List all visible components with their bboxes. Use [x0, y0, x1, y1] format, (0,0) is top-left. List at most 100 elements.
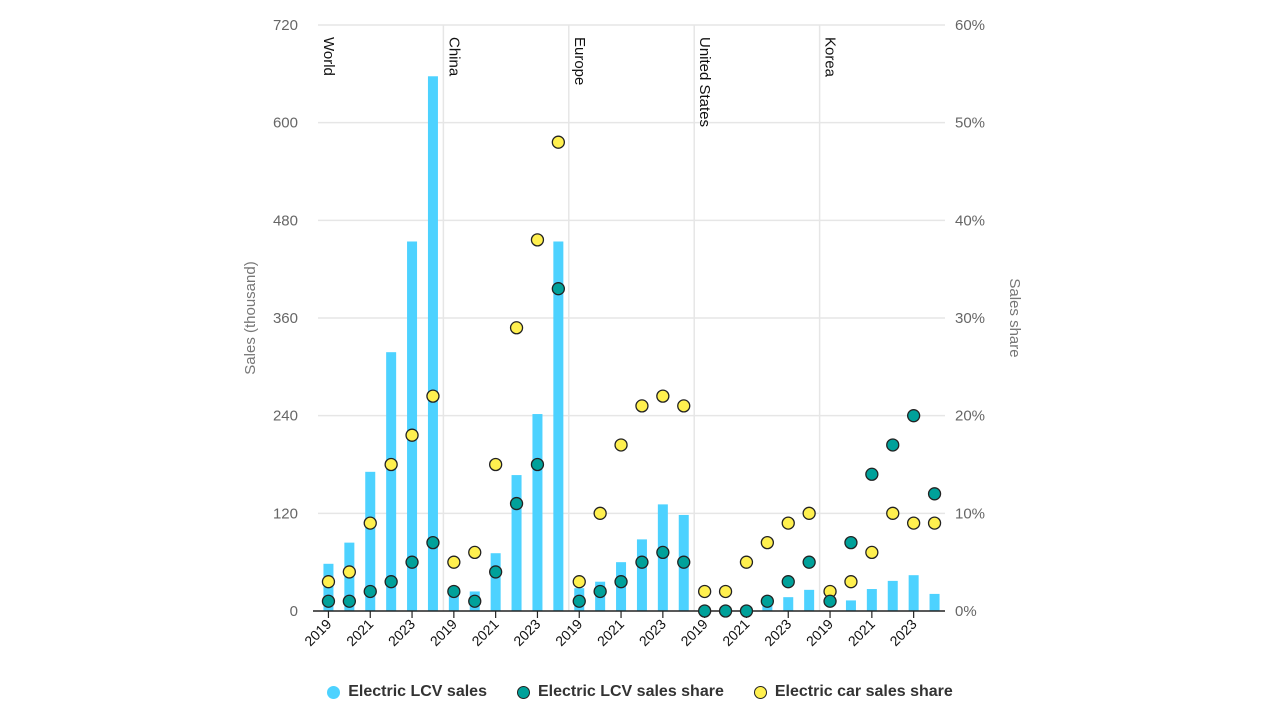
lcv-share-point — [405, 555, 419, 569]
y-axis-label: Sales (thousand) — [242, 261, 259, 374]
y2-tick-label: 20% — [955, 408, 985, 425]
car-share-point — [509, 321, 524, 335]
y-tick-label: 360 — [273, 310, 298, 327]
car-share-point — [781, 516, 795, 530]
lcv-share-point — [593, 584, 607, 599]
lcv-share-point — [802, 555, 816, 569]
bar — [783, 597, 794, 611]
x-tick-label: 2021 — [719, 616, 752, 649]
y-tick-label: 240 — [273, 408, 298, 425]
group-label: Europe — [571, 37, 588, 85]
group-label: Korea — [822, 37, 839, 78]
lcv-share-point — [739, 604, 754, 618]
lcv-share-point — [635, 555, 649, 569]
x-tick-label: 2021 — [594, 616, 627, 649]
car-share-point — [907, 516, 921, 530]
lcv-share-point — [384, 575, 398, 589]
car-share-point — [656, 389, 670, 403]
legend-item-lcv-sales[interactable]: Electric LCV sales — [327, 683, 487, 701]
car-share-point — [363, 516, 377, 530]
car-share-point — [405, 428, 419, 442]
car-share-point — [593, 506, 607, 520]
y-tick-label: 600 — [273, 115, 298, 132]
car-share-point — [426, 389, 440, 403]
legend-swatch — [516, 685, 530, 699]
lcv-share-point — [760, 594, 774, 608]
bar — [511, 475, 522, 611]
y-tick-label: 720 — [273, 17, 298, 34]
x-tick-label: 2021 — [468, 616, 501, 649]
x-tick-label: 2019 — [803, 616, 836, 649]
car-share-point — [614, 438, 628, 452]
car-share-point — [572, 575, 586, 589]
x-tick-label: 2019 — [552, 616, 585, 649]
legend-item-lcv-share[interactable]: Electric LCV sales share — [516, 683, 724, 701]
car-share-point — [468, 545, 482, 560]
lcv-share-point — [342, 594, 357, 608]
y2-tick-label: 50% — [955, 115, 985, 132]
lcv-share-point — [509, 496, 524, 511]
lcv-share-point — [781, 575, 795, 589]
y-tick-label: 120 — [273, 505, 298, 522]
bar — [553, 241, 564, 611]
y-tick-label: 480 — [273, 212, 298, 229]
x-tick-label: 2023 — [886, 616, 919, 649]
x-tick-label: 2023 — [385, 616, 418, 649]
bar — [845, 600, 856, 611]
y2-axis-label: Sales share — [1006, 278, 1023, 357]
lcv-share-point — [468, 594, 482, 608]
lcv-share-point — [321, 594, 336, 608]
lcv-share-point — [677, 555, 691, 569]
car-share-point — [927, 516, 942, 530]
legend-swatch — [753, 685, 767, 699]
chart: 0 0% 120 10% 240 20% 360 30% 480 40% 600 50% 720 60% W… — [242, 17, 1023, 649]
bar — [448, 590, 459, 611]
legend-item-car-share[interactable]: Electric car sales share — [753, 683, 953, 701]
car-share-point — [447, 555, 461, 569]
car-share-point — [530, 233, 545, 247]
bar — [490, 553, 501, 611]
car-share-point — [698, 584, 712, 599]
car-share-point — [802, 506, 816, 520]
lcv-share-point — [488, 565, 503, 579]
bar — [427, 76, 438, 611]
bar — [407, 241, 418, 611]
lcv-share-point — [823, 594, 837, 608]
bar — [636, 539, 647, 611]
car-share-point — [635, 399, 649, 413]
x-tick-label: 2023 — [636, 616, 669, 649]
lcv-share-point — [551, 282, 565, 296]
y2-tick-label: 60% — [955, 17, 985, 34]
x-tick-label: 2019 — [427, 616, 460, 649]
lcv-share-point — [363, 584, 377, 599]
legend: Electric LCV sales Electric LCV sales sh… — [0, 683, 1280, 701]
x-tick-label: 2023 — [510, 616, 543, 649]
y-tick-label: 0 — [290, 603, 298, 620]
lcv-share-point — [447, 584, 461, 599]
car-share-point — [718, 584, 733, 599]
bar — [386, 352, 397, 611]
car-share-point — [551, 135, 565, 149]
car-share-point — [677, 399, 691, 413]
legend-label: Electric LCV sales — [348, 683, 487, 700]
group-label: World — [320, 37, 337, 76]
lcv-share-point — [572, 594, 586, 608]
lcv-share-point — [886, 438, 900, 452]
y2-tick-label: 40% — [955, 212, 985, 229]
car-share-point — [342, 565, 357, 579]
x-tick-label: 2019 — [677, 616, 710, 649]
x-tick-label: 2023 — [761, 616, 794, 649]
legend-label: Electric LCV sales share — [537, 683, 724, 700]
lcv-share-point — [698, 604, 712, 618]
car-share-point — [384, 457, 398, 472]
legend-label: Electric car sales share — [774, 683, 953, 700]
lcv-share-point — [614, 575, 628, 589]
y2-tick-label: 10% — [955, 505, 985, 522]
x-tick-label: 2021 — [343, 616, 376, 649]
lcv-share-point — [907, 409, 921, 423]
car-share-point — [886, 506, 900, 520]
lcv-share-point — [865, 467, 879, 481]
x-tick-label: 2019 — [301, 616, 334, 649]
lcv-share-point — [530, 457, 545, 472]
lcv-share-point — [844, 535, 858, 550]
